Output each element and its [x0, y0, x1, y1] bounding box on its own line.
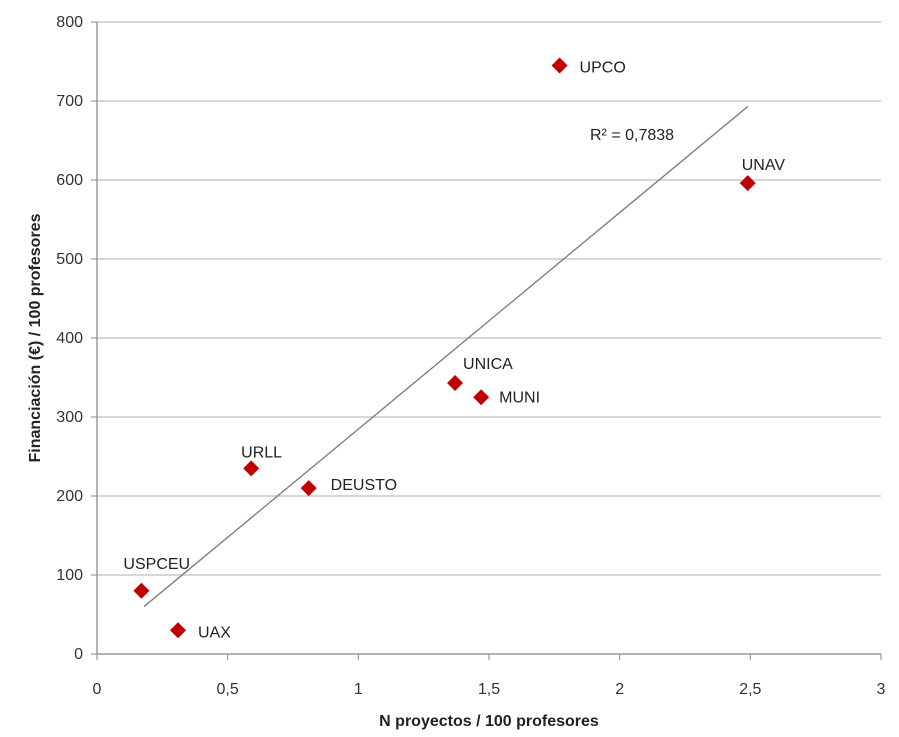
data-point-urll [243, 460, 260, 477]
x-tick-label-2,5: 2,5 [739, 681, 761, 698]
y-axis-title: Financiación (€) / 100 profesores [27, 213, 44, 462]
data-point-unica [447, 375, 464, 392]
trendline-group [143, 105, 749, 608]
data-point-deusto [300, 480, 317, 497]
y-tick-label-400: 400 [56, 330, 83, 347]
x-tick-label-1: 1 [354, 681, 363, 698]
point-label-urll: URLL [241, 444, 282, 461]
data-point-unav [739, 175, 756, 192]
y-tick-label-700: 700 [56, 93, 83, 110]
x-tick-label-0: 0 [93, 681, 102, 698]
x-tick-labels: 0 0,5 1 1,5 2 2,5 3 [93, 681, 886, 698]
data-points [133, 57, 756, 639]
x-axis-title: N proyectos / 100 profesores [379, 713, 599, 730]
point-labels: USPCEU UAX URLL DEUSTO UNICA MUNI UPCO UNAV [123, 59, 785, 641]
r2-annotation: R² = 0,7838 [590, 127, 674, 144]
grid-lines [97, 21, 881, 576]
y-tick-label-100: 100 [56, 567, 83, 584]
y-tick-labels: 0 100 200 300 400 500 600 700 800 [56, 14, 83, 663]
point-label-unica: UNICA [463, 356, 513, 373]
data-point-uax [170, 622, 187, 639]
x-tick-label-1,5: 1,5 [478, 681, 500, 698]
y-tick-label-300: 300 [56, 409, 83, 426]
x-tick-label-2: 2 [615, 681, 624, 698]
y-tick-label-0: 0 [74, 646, 83, 663]
data-point-upco [551, 57, 568, 74]
trendline [143, 105, 749, 608]
point-label-uax: UAX [198, 624, 231, 641]
x-tick-label-0,5: 0,5 [217, 681, 239, 698]
point-label-upco: UPCO [580, 59, 626, 76]
point-label-unav: UNAV [742, 157, 786, 174]
data-point-muni [473, 389, 490, 406]
point-label-uspceu: USPCEU [123, 556, 190, 573]
y-tick-label-500: 500 [56, 251, 83, 268]
y-tick-label-800: 800 [56, 14, 83, 31]
axes [91, 21, 882, 660]
y-tick-label-200: 200 [56, 488, 83, 505]
point-label-deusto: DEUSTO [331, 477, 397, 494]
point-label-muni: MUNI [499, 389, 540, 406]
x-tick-label-3: 3 [877, 681, 886, 698]
data-point-uspceu [133, 582, 150, 599]
y-tick-label-600: 600 [56, 172, 83, 189]
